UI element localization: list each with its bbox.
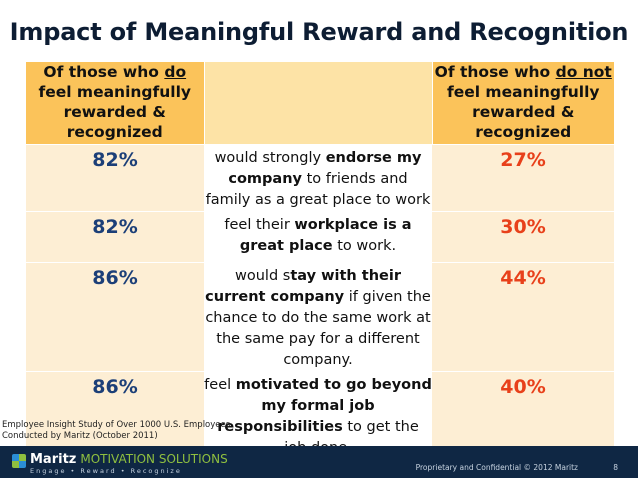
header-right: Of those who do not feel meaningfully re… [431,62,614,145]
description-cell: feel their workplace is a great place to… [204,211,432,263]
right-pct-cell: 40% [432,371,614,459]
header-left-pre: Of those who [43,63,165,81]
brand-name: Maritz [30,452,77,467]
description-emphasis: workplace is a great place [239,217,412,254]
right-pct-cell: 30% [432,211,614,263]
header-left: Of those who do feel meaningfully reward… [26,62,205,145]
left-percentage: 86% [92,376,138,398]
left-pct-cell: 86% [26,371,204,459]
right-percentage: 44% [500,267,546,289]
slide-title: Impact of Meaningful Reward and Recognit… [9,18,629,46]
maritz-logo: Maritz MOTIVATION SOLUTIONS Engage • Rewa… [12,452,228,475]
header-right-post: feel meaningfully rewarded & recognized [446,83,600,141]
row-description: would strongly endorse my company to fri… [204,145,432,211]
description-text: if given the chance to do the same work … [205,289,431,368]
right-percentage: 27% [500,149,546,171]
footnote-line2: Conducted by Maritz (October 2011) [2,431,158,441]
description-cell: feel motivated to go beyond my formal jo… [204,371,432,459]
table-row: 86% would stay with their current compan… [26,262,614,372]
table-row: 82% feel their workplace is a great plac… [26,211,614,263]
left-pct-cell: 82% [26,144,204,212]
right-percentage: 30% [500,216,546,238]
left-pct-cell: 82% [26,211,204,263]
footer-bar: Maritz MOTIVATION SOLUTIONS Engage • Rewa… [0,446,638,478]
copyright-notice: Proprietary and Confidential © 2012 Mari… [415,463,578,472]
header-middle [204,62,432,145]
brand-subtitle: MOTIVATION SOLUTIONS [80,452,228,466]
right-pct-cell: 27% [432,144,614,212]
table-header-row: Of those who do feel meaningfully reward… [26,62,614,145]
description-text: would s [235,268,291,284]
left-pct-cell: 86% [26,262,204,372]
source-footnote: Employee Insight Study of Over 1000 U.S.… [2,420,230,442]
description-text: to work. [332,238,397,254]
description-text: to friends and family as a great place t… [205,171,431,208]
description-cell: would stay with their current company if… [204,262,432,372]
table-row: 82% would strongly endorse my company to… [26,144,614,212]
footnote-line1: Employee Insight Study of Over 1000 U.S.… [2,420,231,430]
header-right-underlined: do not [555,63,612,81]
left-percentage: 82% [92,149,138,171]
right-percentage: 40% [500,376,546,398]
row-description: feel their workplace is a great place to… [204,212,432,257]
maritz-logo-icon [12,454,26,468]
row-description: would stay with their current company if… [204,263,432,371]
header-left-underlined: do [164,63,187,81]
description-cell: would strongly endorse my company to fri… [204,144,432,212]
right-pct-cell: 44% [432,262,614,372]
description-emphasis: motivated to go beyond my formal job res… [217,377,432,435]
header-left-post: feel meaningfully rewarded & recognized [38,83,192,141]
left-percentage: 86% [92,267,138,289]
description-emphasis: tay with their current company [205,268,401,305]
description-emphasis: endorse my company [228,150,422,187]
page-number: 8 [613,463,618,472]
description-text: feel [204,377,236,393]
table-row: 86% feel motivated to go beyond my forma… [26,371,614,459]
description-text: feel their [224,217,295,233]
comparison-table: Of those who do feel meaningfully reward… [26,62,614,459]
header-right-pre: Of those who [434,63,556,81]
description-text: would strongly [214,150,326,166]
row-description: feel motivated to go beyond my formal jo… [204,372,432,459]
brand-tagline: Engage • Reward • Recognize [30,467,182,475]
left-percentage: 82% [92,216,138,238]
